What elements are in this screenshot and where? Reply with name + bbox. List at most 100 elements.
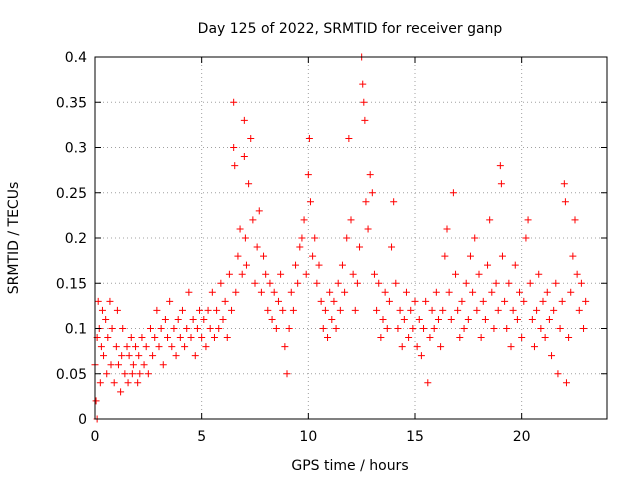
data-point-marker [353, 279, 361, 287]
data-point-marker [155, 343, 163, 351]
y-tick-label: 0.2 [65, 231, 87, 247]
data-point-marker [140, 361, 148, 369]
data-point-marker [494, 306, 502, 314]
data-point-marker [191, 352, 199, 360]
data-point-marker [573, 270, 581, 278]
data-point-marker [230, 98, 238, 106]
data-point-marker [125, 352, 133, 360]
data-point-marker [543, 288, 551, 296]
data-point-marker [328, 315, 336, 323]
data-point-marker [481, 315, 489, 323]
x-tick-label: 0 [91, 429, 100, 445]
x-tick-label: 5 [197, 429, 206, 445]
data-point-marker [260, 252, 268, 260]
data-point-marker [526, 279, 534, 287]
data-point-marker [541, 334, 549, 342]
data-point-marker [257, 288, 265, 296]
data-point-marker [304, 171, 312, 179]
data-point-marker [497, 180, 505, 188]
data-point-marker [513, 315, 521, 323]
data-point-marker [343, 234, 351, 242]
data-point-marker [296, 243, 304, 251]
data-point-marker [385, 297, 393, 305]
data-point-marker [324, 334, 332, 342]
data-point-marker [149, 352, 157, 360]
data-point-marker [153, 306, 161, 314]
data-point-marker [178, 306, 186, 314]
data-point-marker [225, 270, 233, 278]
data-point-marker [511, 261, 519, 269]
data-point-marker [528, 315, 536, 323]
data-point-marker [413, 343, 421, 351]
data-point-marker [270, 288, 278, 296]
data-point-marker [200, 315, 208, 323]
data-point-marker [196, 306, 204, 314]
data-point-marker [121, 370, 129, 378]
data-point-marker [103, 370, 111, 378]
y-tick-label: 0.25 [56, 186, 87, 202]
data-point-marker [94, 297, 102, 305]
data-point-marker [253, 243, 261, 251]
data-point-marker [364, 225, 372, 233]
data-point-marker [114, 361, 122, 369]
data-point-marker [306, 198, 314, 206]
data-point-marker [539, 297, 547, 305]
data-point-marker [234, 252, 242, 260]
data-point-marker [362, 198, 370, 206]
data-point-marker [266, 279, 274, 287]
data-point-marker [231, 162, 239, 170]
data-point-marker [100, 352, 108, 360]
data-point-marker [255, 207, 263, 215]
data-point-marker [172, 352, 180, 360]
data-point-marker [347, 216, 355, 224]
data-point-marker [313, 279, 321, 287]
axis-ticks: 0 5 10 15 20 0 0.05 0.1 0.15 0.2 0.25 0.3 0.35 0.4 [56, 50, 607, 445]
data-point-marker [417, 352, 425, 360]
data-point-marker [285, 325, 293, 332]
data-point-marker [351, 306, 359, 314]
data-point-marker [458, 297, 466, 305]
data-point-marker [509, 306, 517, 314]
data-point-marker [319, 325, 327, 332]
data-point-marker [466, 252, 474, 260]
data-point-marker [569, 252, 577, 260]
data-point-marker [402, 288, 410, 296]
data-point-marker [388, 243, 396, 251]
data-point-marker [479, 297, 487, 305]
data-point-marker [449, 189, 457, 197]
data-point-marker [245, 180, 253, 188]
data-point-marker [317, 297, 325, 305]
data-point-marker [92, 397, 100, 405]
data-point-marker [349, 270, 357, 278]
data-point-marker [119, 325, 127, 332]
data-point-marker [415, 315, 423, 323]
data-point-marker [96, 379, 104, 387]
data-point-marker [439, 306, 447, 314]
data-point-marker [238, 270, 246, 278]
data-point-marker [377, 334, 385, 342]
data-point-marker [398, 343, 406, 351]
y-tick-label: 0.35 [56, 95, 87, 111]
x-tick-label: 20 [513, 429, 531, 445]
data-point-marker [112, 343, 120, 351]
data-point-marker [469, 288, 477, 296]
data-point-marker [107, 361, 115, 369]
data-point-marker [370, 270, 378, 278]
data-point-marker [464, 315, 472, 323]
data-point-marker [181, 343, 189, 351]
data-point-marker [223, 334, 231, 342]
data-point-marker [368, 189, 376, 197]
data-point-marker [298, 234, 306, 242]
data-point-marker [556, 325, 564, 332]
data-point-marker [356, 243, 364, 251]
data-point-marker [407, 306, 415, 314]
data-point-marker [456, 334, 464, 342]
data-point-marker [292, 261, 300, 269]
y-tick-label: 0.3 [65, 141, 87, 157]
data-point-marker [208, 288, 216, 296]
data-point-marker [577, 279, 585, 287]
data-point-marker [366, 171, 374, 179]
data-point-marker [520, 297, 528, 305]
data-point-marker [490, 325, 498, 332]
